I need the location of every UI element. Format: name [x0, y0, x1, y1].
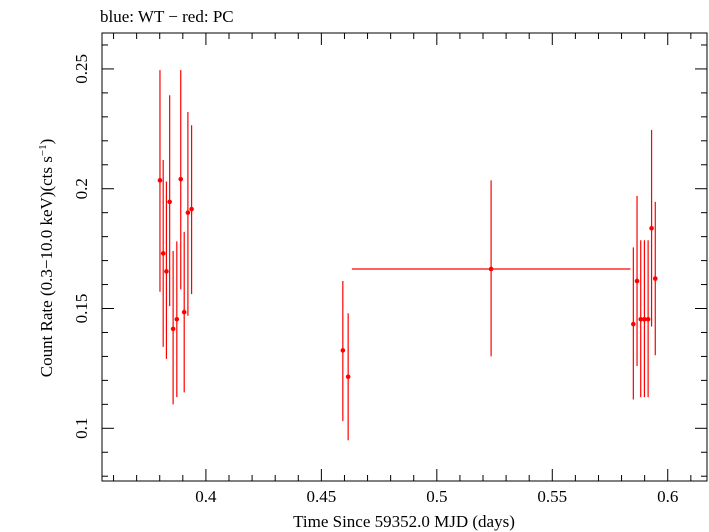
data-marker	[181, 309, 187, 315]
pc-series	[157, 70, 658, 441]
data-marker	[164, 269, 169, 274]
data-point	[642, 240, 647, 398]
data-point	[351, 180, 631, 357]
data-marker	[189, 206, 194, 212]
data-point	[167, 95, 172, 307]
data-marker	[340, 348, 346, 353]
data-marker	[631, 321, 636, 327]
data-marker	[634, 278, 640, 284]
axis-ticks	[102, 33, 707, 481]
y-tick-label: 0.15	[72, 294, 91, 324]
data-point	[631, 247, 636, 400]
plot-frame	[101, 32, 708, 482]
data-point	[160, 159, 166, 347]
data-point	[340, 280, 346, 422]
data-marker	[488, 266, 494, 272]
y-tick-labels: 0.1 0.15 0.2 0.25	[72, 54, 91, 439]
data-point	[178, 70, 184, 290]
y-axis-label-close: )	[37, 139, 56, 145]
data-point	[652, 201, 658, 356]
y-tick-label: 0.25	[72, 54, 91, 84]
data-point	[189, 125, 194, 295]
data-marker	[638, 316, 644, 322]
x-tick-label: 0.55	[537, 487, 567, 506]
data-point	[645, 240, 651, 398]
data-point	[345, 313, 351, 441]
data-marker	[174, 316, 180, 322]
y-tick-label: 0.1	[72, 418, 91, 439]
x-axis-label: Time Since 59352.0 MJD (days)	[293, 512, 515, 531]
data-point	[157, 70, 163, 292]
y-tick-label: 0.2	[72, 178, 91, 199]
data-marker	[642, 316, 647, 322]
y-axis-label-exponent: −1	[37, 144, 49, 156]
data-marker	[160, 251, 166, 256]
x-tick-label: 0.6	[657, 487, 678, 506]
y-axis-label: Count Rate (0.3−10.0 keV)(cts s−1)	[37, 139, 56, 378]
data-marker	[157, 178, 163, 183]
data-point	[649, 130, 654, 327]
data-point	[638, 240, 644, 398]
chart-title: blue: WT − red: PC	[100, 7, 234, 26]
data-point	[634, 195, 640, 367]
data-point	[181, 231, 187, 393]
data-marker	[170, 326, 176, 332]
x-tick-labels: 0.4 0.45 0.5 0.55 0.6	[195, 487, 678, 506]
x-tick-label: 0.45	[306, 487, 336, 506]
data-marker	[652, 276, 658, 281]
data-marker	[649, 225, 654, 231]
x-tick-label: 0.5	[426, 487, 447, 506]
data-marker	[185, 210, 191, 215]
data-point	[164, 181, 169, 359]
data-point	[185, 112, 191, 316]
data-marker	[645, 316, 651, 322]
data-point	[174, 241, 180, 398]
data-point	[170, 251, 176, 405]
data-marker	[178, 176, 184, 182]
y-axis-label-main: Count Rate (0.3−10.0 keV)(cts s	[37, 156, 56, 377]
x-tick-label: 0.4	[195, 487, 217, 506]
data-marker	[167, 199, 172, 205]
data-marker	[345, 374, 351, 380]
